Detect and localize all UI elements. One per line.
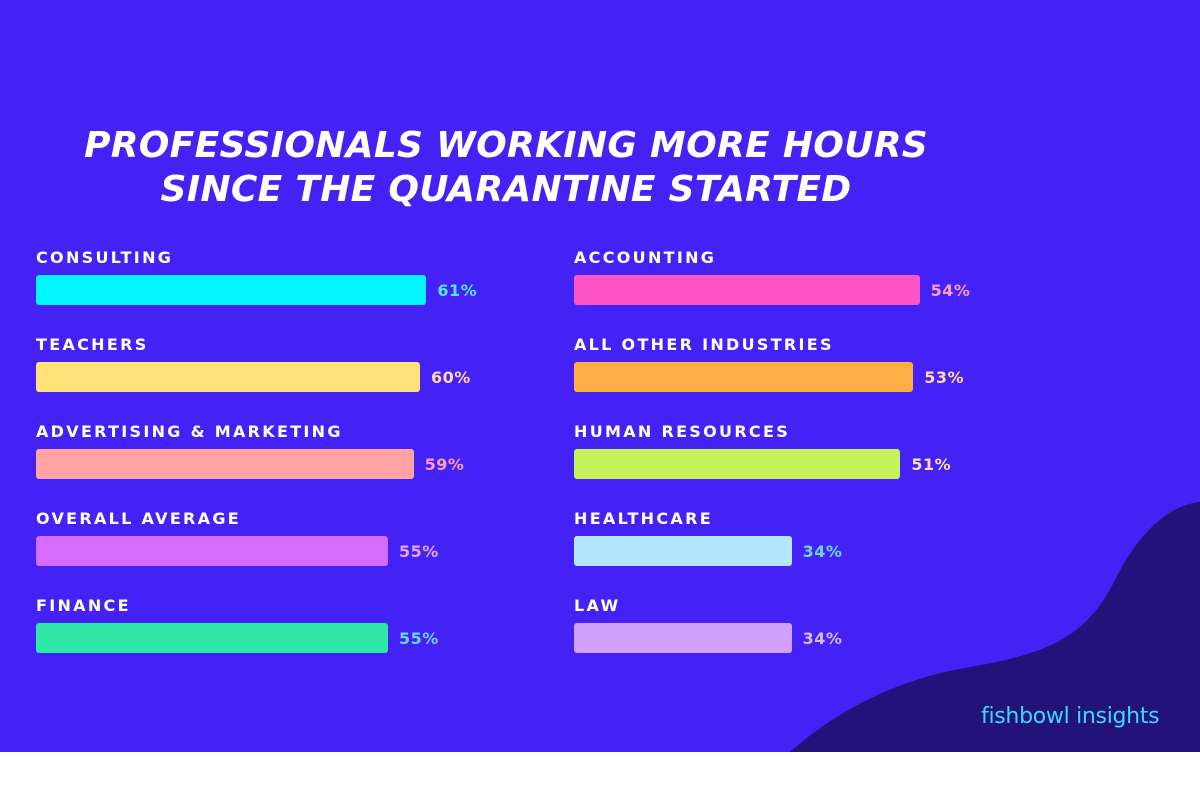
bar-row: TEACHERS 60%: [36, 325, 596, 405]
bar: [574, 623, 792, 653]
bar: [36, 536, 388, 566]
bar: [574, 536, 792, 566]
bar: [36, 275, 427, 305]
bar-row: ACCOUNTING 54%: [574, 238, 1134, 318]
category-label: ALL OTHER INDUSTRIES: [574, 335, 834, 354]
title-line-2: SINCE THE QUARANTINE STARTED: [160, 169, 852, 210]
corner-blob: [790, 502, 1200, 752]
title-line-1: PROFESSIONALS WORKING MORE HOURS: [84, 125, 928, 166]
bar-row: CONSULTING 61%: [36, 238, 596, 318]
bar-column-left: CONSULTING 61% TEACHERS 60% ADVERTISING & MA…: [36, 238, 596, 678]
value-label: 54%: [930, 281, 971, 300]
category-label: LAW: [574, 596, 621, 615]
bar: [36, 449, 414, 479]
category-label: HUMAN RESOURCES: [574, 422, 791, 441]
bar-row: HUMAN RESOURCES 51%: [574, 412, 1134, 492]
bar: [36, 362, 420, 392]
bar-row: FINANCE 55%: [36, 586, 596, 666]
category-label: ACCOUNTING: [574, 248, 717, 267]
value-label: 34%: [802, 629, 843, 648]
category-label: CONSULTING: [36, 248, 174, 267]
category-label: OVERALL AVERAGE: [36, 509, 242, 528]
value-label: 59%: [424, 455, 465, 474]
brand-logo-text: fishbowl insights: [981, 704, 1160, 729]
bar-row: LAW 34%: [574, 586, 1134, 666]
value-label: 60%: [431, 368, 471, 387]
value-label: 51%: [911, 455, 952, 474]
bar: [574, 449, 901, 479]
bar: [36, 623, 388, 653]
category-label: FINANCE: [36, 596, 131, 615]
value-label: 61%: [437, 281, 478, 300]
value-label: 34%: [802, 542, 843, 561]
value-label: 55%: [399, 542, 439, 561]
chart-panel: PROFESSIONALS WORKING MORE HOURS SINCE T…: [0, 0, 1200, 752]
chart-title: PROFESSIONALS WORKING MORE HOURS SINCE T…: [0, 124, 1012, 212]
bar: [574, 362, 914, 392]
category-label: TEACHERS: [36, 335, 149, 354]
bar: [574, 275, 920, 305]
value-label: 55%: [399, 629, 439, 648]
value-label: 53%: [924, 368, 964, 387]
bar-row: ADVERTISING & MARKETING 59%: [36, 412, 596, 492]
category-label: ADVERTISING & MARKETING: [36, 422, 343, 441]
bar-column-right: ACCOUNTING 54% ALL OTHER INDUSTRIES 53% HUMA…: [574, 238, 1134, 678]
bar-row: HEALTHCARE 34%: [574, 499, 1134, 579]
category-label: HEALTHCARE: [574, 509, 713, 528]
bar-row: ALL OTHER INDUSTRIES 53%: [574, 325, 1134, 405]
bar-row: OVERALL AVERAGE 55%: [36, 499, 596, 579]
